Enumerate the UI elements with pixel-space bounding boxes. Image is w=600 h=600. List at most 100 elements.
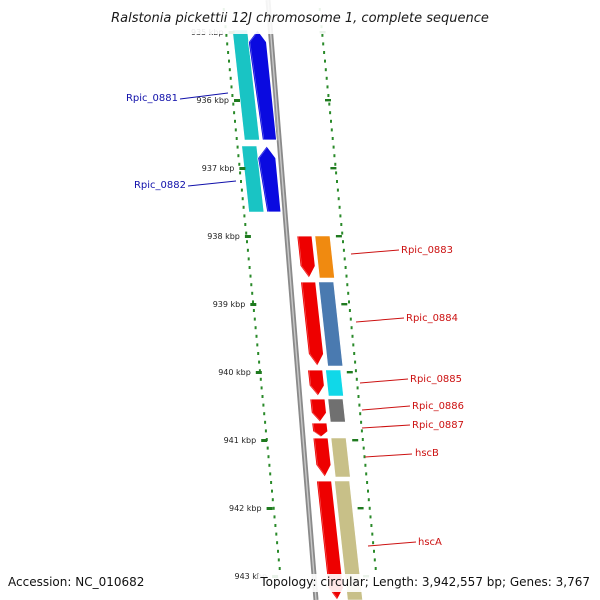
gene-arrow-highlight [317,480,346,600]
cog-block[interactable] [314,235,335,279]
gc-dot [365,472,368,476]
tick-label: 936 kbp [196,96,229,105]
gene-arrow[interactable] [316,480,344,600]
gc-dot [228,59,230,63]
gc-dot [330,119,332,123]
tick-mark-outer [325,99,331,102]
gc-dot [235,137,238,140]
gc-dot [343,257,346,261]
cog-block[interactable] [325,369,344,397]
footer-backdrop [258,574,594,592]
gc-dot [329,111,332,115]
gene-arrow[interactable] [247,29,277,141]
tick-mark-outer [330,167,337,170]
gc-dot [272,506,275,510]
gene-label[interactable]: Rpic_0885 [410,374,462,385]
tick-label: 938 kbp [207,232,240,241]
gc-dot [332,145,335,149]
genome-summary-text: Topology: circular; Length: 3,942,557 bp… [259,575,590,589]
gc-dot [372,541,375,545]
gc-dot [339,214,342,218]
gc-dot [336,188,339,192]
gc-dot [327,94,330,97]
gc-dot [346,283,349,287]
gc-dot [326,85,329,89]
gene-label-leader [359,378,409,384]
cog-block[interactable] [318,281,344,367]
gc-dot [336,180,338,183]
gene-label[interactable]: Rpic_0882 [134,180,186,191]
backbone-highlight [267,0,317,600]
gc-dot [368,506,371,510]
gc-dot [252,300,254,304]
gene-arrow[interactable] [300,281,324,367]
gc-dot [274,524,277,527]
gc-dot [255,334,258,338]
gc-dot [278,567,281,570]
gene-arrow-highlight [311,398,329,423]
gene-label-leader [364,453,413,458]
gene-label[interactable]: hscB [415,448,439,459]
cog-block[interactable] [334,480,363,600]
gc-dot [247,257,250,261]
gene-arrow[interactable] [312,437,332,478]
gc-dot [242,205,245,209]
gc-dot [348,300,350,304]
gene-label[interactable]: Rpic_0887 [412,420,464,431]
gc-dot [330,128,333,132]
gc-dot [338,205,341,209]
gc-dot [354,369,357,373]
gc-content-dots [222,8,377,570]
gc-dot [373,558,376,562]
gene-arrow[interactable] [296,235,316,279]
tick-mark-outer [352,439,359,442]
gc-dot [269,472,272,476]
gene-label[interactable]: hscA [418,537,442,548]
accession-text: Accession: NC_010682 [8,575,144,589]
tick-mark [255,371,262,374]
gc-dot [258,360,261,364]
gc-dot [350,326,353,330]
gene-label[interactable]: Rpic_0883 [401,245,453,256]
gc-dot [237,154,240,158]
gc-dot [227,51,230,54]
gene-label[interactable]: Rpic_0881 [126,93,178,104]
gene-label-leader [355,317,405,323]
gene-arrow[interactable] [257,145,282,213]
gc-dot [240,188,243,192]
gc-dot [253,317,256,321]
gc-dot [239,171,242,175]
gc-dot [252,309,255,312]
gene-label-leader [361,424,411,429]
gene-arrow[interactable] [309,398,327,423]
gc-dot [345,274,348,278]
gc-dot [268,463,271,467]
gc-dot [321,33,324,37]
gc-dot [243,214,246,218]
gene-arrow[interactable] [311,422,329,438]
gc-dot [241,197,244,201]
gc-dot [333,154,336,158]
gc-dot [248,266,251,269]
cog-block[interactable] [330,437,351,478]
gc-dot [234,128,237,132]
gene-label-leader [367,541,417,547]
gene-label[interactable]: Rpic_0886 [412,401,464,412]
tick-mark-outer [341,303,348,306]
gene-arrow[interactable] [307,369,325,397]
gc-dot [331,137,334,140]
gc-dot [259,377,262,381]
gc-dot [261,395,264,398]
gc-dot [334,162,337,166]
gc-dot [249,274,252,278]
tick-label: 937 kbp [202,164,235,173]
gc-dot [324,59,326,63]
tick-mark [239,167,246,170]
cog-block[interactable] [327,398,346,423]
gene-label[interactable]: Rpic_0884 [406,313,458,324]
gc-dot [354,360,357,364]
gc-dot [363,455,366,459]
gc-dot [229,76,232,80]
gc-dot [369,515,372,519]
